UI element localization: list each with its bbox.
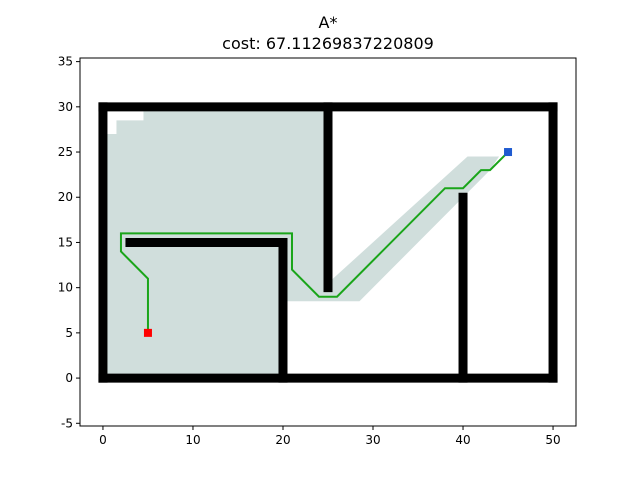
y-tick-label: -5 (61, 416, 73, 430)
y-tick-label: 30 (58, 100, 73, 114)
goal-marker (504, 148, 513, 157)
chart-subtitle: cost: 67.11269837220809 (222, 34, 434, 53)
x-tick-label: 20 (275, 433, 290, 447)
y-tick-label: 0 (65, 371, 73, 385)
x-tick-label: 40 (455, 433, 470, 447)
chart-title: A* (319, 13, 338, 32)
y-tick-label: 15 (58, 235, 73, 249)
start-marker (143, 328, 152, 337)
path-line (119, 151, 509, 333)
y-tick-label: 25 (58, 145, 73, 159)
y-tick-label: 10 (58, 281, 73, 295)
x-tick-label: 0 (99, 433, 107, 447)
y-tick-label: 20 (58, 190, 73, 204)
x-tick-label: 50 (545, 433, 560, 447)
explored-area (102, 111, 500, 379)
y-tick-label: 35 (58, 55, 73, 69)
y-tick-label: 5 (65, 326, 73, 340)
x-tick-label: 10 (185, 433, 200, 447)
x-tick-label: 30 (365, 433, 380, 447)
